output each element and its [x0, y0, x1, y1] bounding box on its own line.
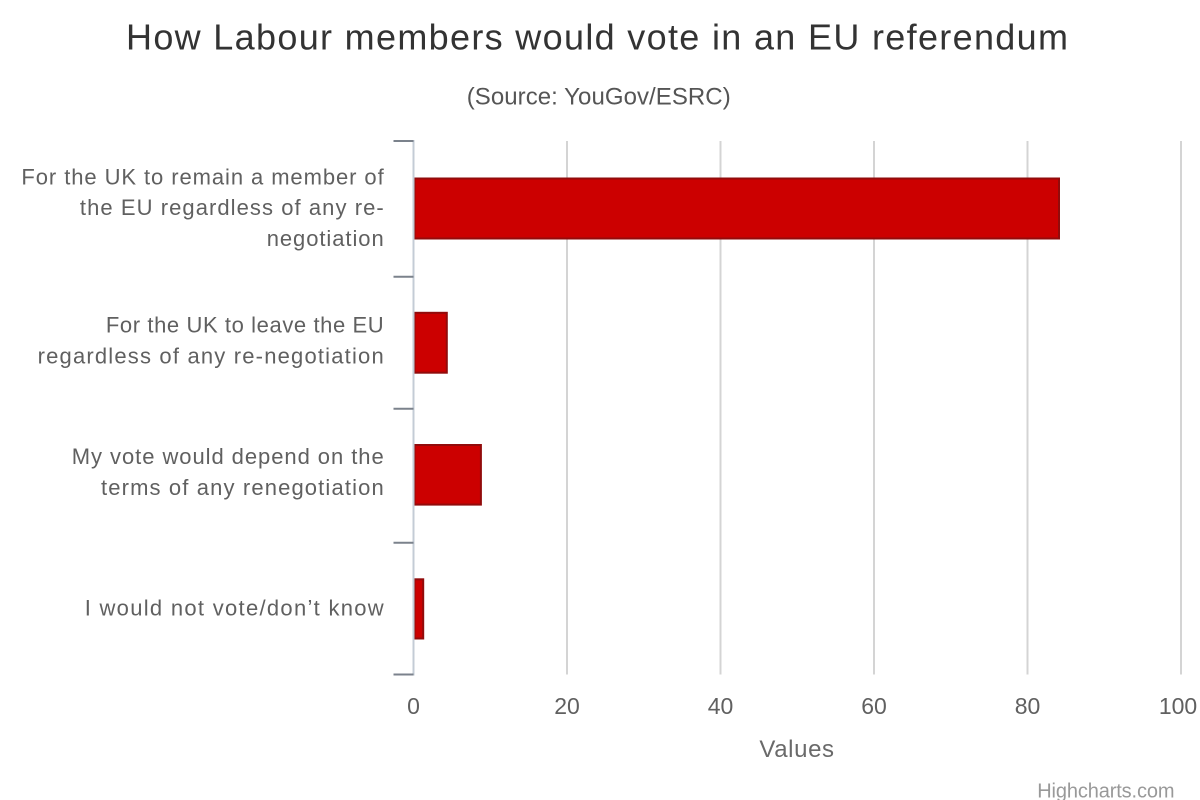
svg-text:20: 20	[554, 693, 580, 719]
svg-text:I would not vote/don’t know: I would not vote/don’t know	[85, 595, 384, 620]
svg-text:negotiation: negotiation	[267, 226, 384, 251]
svg-text:(Source: YouGov/ESRC): (Source: YouGov/ESRC)	[467, 84, 731, 111]
svg-text:terms of any renegotiation: terms of any renegotiation	[101, 475, 384, 500]
svg-text:regardless of any re-negotiati: regardless of any re-negotiation	[38, 343, 384, 368]
svg-text:0: 0	[407, 693, 420, 719]
svg-text:For the UK to remain a member: For the UK to remain a member of	[21, 164, 384, 189]
svg-text:How Labour members would vote: How Labour members would vote in an EU r…	[126, 17, 1068, 58]
svg-text:Highcharts.com: Highcharts.com	[1037, 781, 1174, 800]
svg-text:For the UK to leave the EU: For the UK to leave the EU	[106, 313, 384, 338]
svg-text:My vote would depend on the: My vote would depend on the	[72, 444, 384, 469]
svg-text:Values: Values	[759, 736, 834, 763]
svg-text:40: 40	[708, 693, 734, 719]
svg-text:60: 60	[861, 693, 887, 719]
svg-text:the EU regardless of any re-: the EU regardless of any re-	[80, 195, 384, 220]
svg-text:80: 80	[1015, 693, 1041, 719]
svg-text:100: 100	[1159, 693, 1197, 719]
